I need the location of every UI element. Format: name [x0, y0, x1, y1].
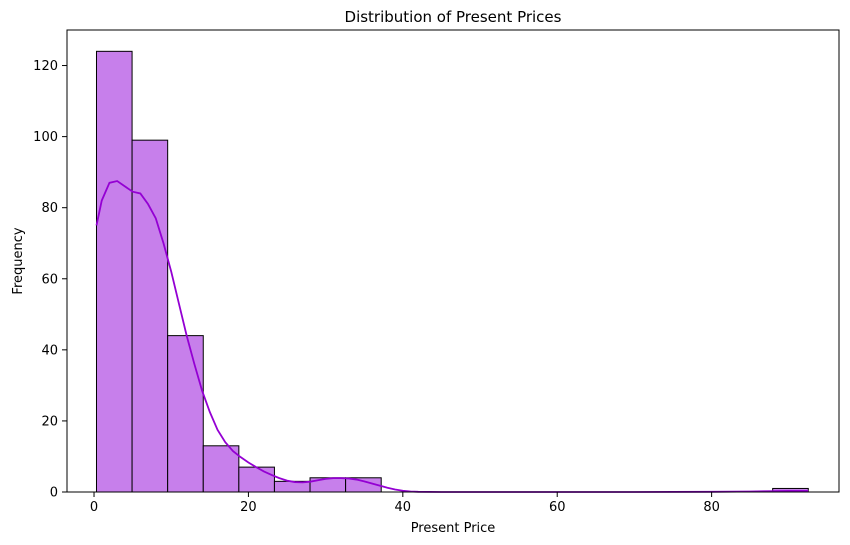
histogram-bar — [131, 139, 169, 493]
histogram-bar — [202, 445, 240, 493]
y-tick-label: 40 — [41, 343, 58, 358]
y-tick-label: 100 — [33, 130, 58, 145]
x-axis-label: Present Price — [411, 521, 496, 536]
y-tick-label: 80 — [41, 201, 58, 216]
x-tick-label: 60 — [549, 500, 566, 515]
y-axis-ticks: 0 20 40 60 80 100 120 — [33, 59, 67, 501]
histogram-bars — [95, 50, 809, 493]
x-tick-label: 40 — [395, 500, 412, 515]
x-tick-label: 80 — [703, 500, 720, 515]
y-tick-label: 60 — [41, 272, 58, 287]
y-tick-label: 120 — [33, 59, 58, 74]
chart-title: Distribution of Present Prices — [345, 8, 562, 26]
y-tick-label: 20 — [41, 414, 58, 429]
x-tick-label: 20 — [240, 500, 257, 515]
histogram-bar — [95, 50, 133, 493]
plot-area-frame — [66, 29, 840, 493]
x-tick-label: 0 — [90, 500, 98, 515]
histogram-bar — [167, 335, 204, 493]
x-axis-ticks: 0 20 40 60 80 — [90, 492, 720, 515]
histogram-bar — [238, 466, 275, 493]
y-axis-label: Frequency — [11, 227, 26, 294]
y-tick-label: 0 — [50, 486, 58, 501]
